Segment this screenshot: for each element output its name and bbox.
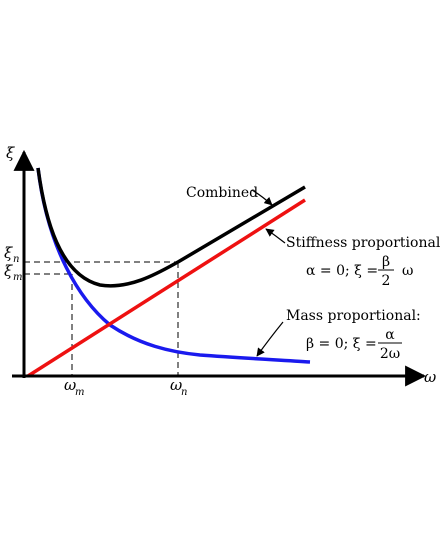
omega-n-label: ω n [170, 376, 187, 398]
combined-pointer [251, 189, 273, 206]
x-axis-symbol: ω [424, 368, 436, 386]
xi-n-sub: n [13, 254, 19, 265]
guide-lines [24, 261, 179, 376]
stiffness-equation: α = 0; ξ = β 2 ω [306, 254, 413, 289]
mass-eq-lhs: β = 0; ξ = [306, 336, 377, 352]
xi-m-base: ξ [4, 262, 13, 280]
mass-label: Mass proportional: [286, 308, 421, 324]
omega-n-sub: n [181, 387, 187, 398]
omega-m-label: ω m [64, 376, 84, 398]
combined-curve [36, 167, 306, 288]
mass-equation: β = 0; ξ = α 2ω [306, 327, 402, 362]
mass-eq-numerator: α [385, 327, 395, 343]
omega-m-sub: m [75, 387, 84, 398]
stiffness-eq-lhs: α = 0; ξ = [306, 263, 378, 279]
mass-pointer [256, 321, 284, 357]
stiffness-pointer [265, 228, 286, 244]
omega-n-base: ω [170, 376, 182, 394]
xi-m-label: ξ m [4, 262, 22, 283]
stiffness-label: Stiffness proportional: [286, 235, 440, 251]
stiffness-proportional-curve [27, 198, 306, 378]
stiffness-eq-numerator: β [382, 254, 390, 270]
mass-eq-denominator: 2ω [380, 346, 400, 362]
stiffness-eq-denominator: 2 [382, 273, 391, 289]
xi-n-label: ξ n [4, 244, 19, 265]
mass-proportional-curve [36, 167, 311, 364]
xi-m-sub: m [13, 272, 22, 283]
xi-n-base: ξ [4, 244, 13, 262]
combined-label: Combined [186, 185, 258, 201]
omega-m-base: ω [64, 376, 76, 394]
stiffness-eq-rhs: ω [402, 263, 413, 279]
y-axis-symbol: ξ [6, 144, 15, 162]
